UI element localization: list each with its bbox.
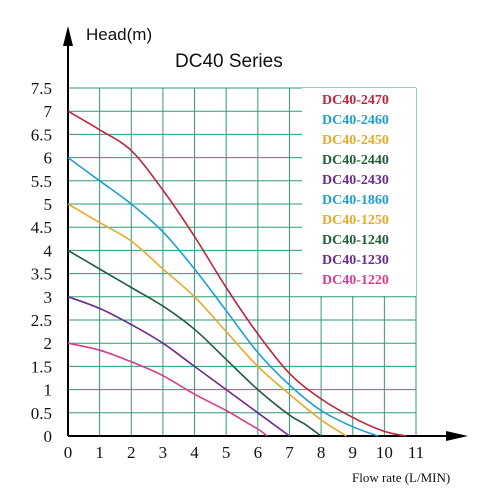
x-tick-labels: 0 1 2 3 4 5 6 7 8 9 10 11 bbox=[64, 443, 424, 462]
y-tick-label: 3 bbox=[44, 288, 53, 307]
legend-entry: DC40-1250 bbox=[322, 213, 389, 228]
y-tick-label: 4 bbox=[44, 241, 53, 260]
performance-curve-4 bbox=[67, 249, 322, 437]
y-axis-label: Head(m) bbox=[86, 25, 152, 44]
chart-title: DC40 Series bbox=[175, 51, 283, 72]
x-tick-label: 5 bbox=[222, 443, 231, 462]
x-tick-label: 1 bbox=[95, 443, 104, 462]
y-tick-label: 1.5 bbox=[31, 357, 52, 376]
y-tick-label: 0 bbox=[44, 427, 53, 446]
y-tick-label: 6 bbox=[44, 149, 53, 168]
x-tick-label: 4 bbox=[190, 443, 199, 462]
y-tick-label: 6.5 bbox=[31, 125, 52, 144]
x-axis-label: Flow rate (L/MIN) bbox=[352, 470, 450, 485]
x-tick-label: 2 bbox=[127, 443, 136, 462]
y-axis-arrow bbox=[63, 26, 73, 46]
y-tick-labels: 0 0.5 1 1.5 2 2.5 3 3.5 4 4.5 5 5.5 6 6.5 7 7.5 bbox=[31, 79, 53, 446]
y-tick-label: 5.5 bbox=[31, 172, 52, 191]
y-tick-label: 5 bbox=[44, 195, 53, 214]
y-tick-label: 0.5 bbox=[31, 404, 52, 423]
legend-entry: DC40-2430 bbox=[322, 173, 389, 188]
legend-entry: DC40-2440 bbox=[322, 153, 389, 168]
x-tick-label: 10 bbox=[376, 443, 393, 462]
legend-entry: DC40-2460 bbox=[322, 113, 389, 128]
y-tick-label: 2 bbox=[44, 334, 53, 353]
x-tick-label: 11 bbox=[408, 443, 424, 462]
x-tick-label: 8 bbox=[317, 443, 326, 462]
legend: DC40-2470 DC40-2460 DC40-2450 DC40-2440 DC40… bbox=[302, 88, 416, 296]
x-tick-label: 7 bbox=[285, 443, 294, 462]
y-tick-label: 2.5 bbox=[31, 311, 52, 330]
performance-curve-5 bbox=[67, 296, 290, 437]
axes bbox=[63, 26, 468, 441]
x-tick-label: 3 bbox=[159, 443, 168, 462]
legend-entry: DC40-2450 bbox=[322, 133, 389, 148]
legend-entry: DC40-1220 bbox=[322, 273, 389, 288]
y-tick-label: 7 bbox=[44, 102, 53, 121]
y-tick-label: 7.5 bbox=[31, 79, 52, 98]
x-tick-label: 0 bbox=[64, 443, 73, 462]
curves bbox=[67, 110, 407, 437]
y-tick-label: 4.5 bbox=[31, 218, 52, 237]
x-tick-label: 6 bbox=[254, 443, 263, 462]
performance-curve-1 bbox=[67, 110, 407, 437]
legend-entry: DC40-1240 bbox=[322, 233, 389, 248]
legend-entry: DC40-1860 bbox=[322, 193, 389, 208]
y-tick-label: 3.5 bbox=[31, 265, 52, 284]
legend-box bbox=[302, 88, 416, 296]
x-tick-label: 9 bbox=[348, 443, 357, 462]
performance-curve-2 bbox=[67, 156, 379, 437]
y-tick-label: 1 bbox=[44, 381, 53, 400]
legend-entry: DC40-2470 bbox=[322, 93, 389, 108]
legend-entry: DC40-1230 bbox=[322, 253, 389, 268]
x-axis-arrow bbox=[446, 431, 468, 441]
performance-curve-6 bbox=[67, 342, 268, 437]
performance-curve-3 bbox=[67, 203, 347, 437]
